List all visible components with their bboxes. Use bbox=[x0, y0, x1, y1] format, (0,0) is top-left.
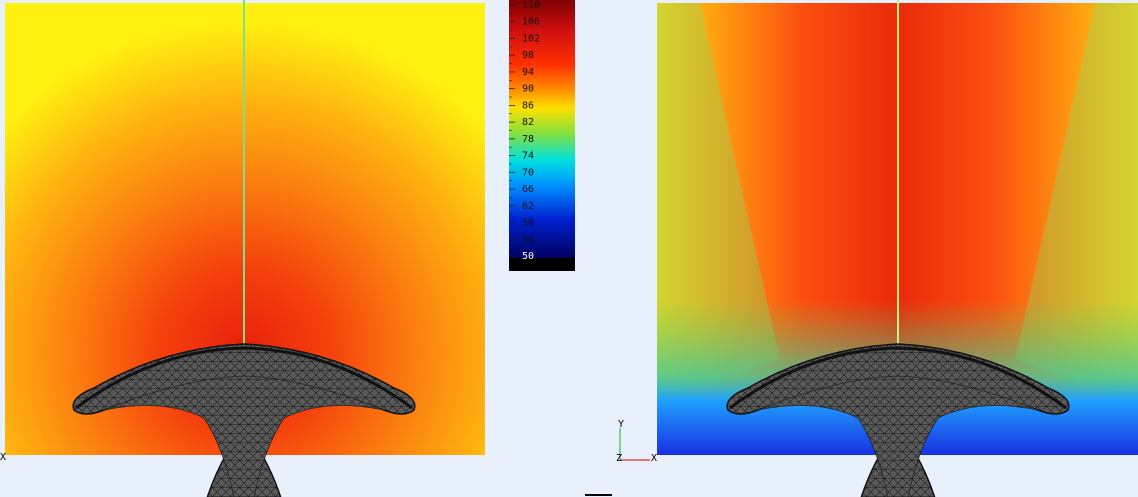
triad-x-label: X bbox=[651, 453, 657, 464]
colorbar-label: 62 bbox=[522, 201, 534, 212]
colorbar-label: 50 bbox=[522, 251, 534, 262]
colorbar-label: 70 bbox=[522, 167, 534, 178]
triad-z-label: Z bbox=[616, 453, 622, 464]
colorbar-label: 86 bbox=[522, 100, 534, 111]
colorbar-label: 74 bbox=[522, 151, 534, 162]
colorbar-label: 58 bbox=[522, 218, 534, 229]
colorbar-label: 82 bbox=[522, 117, 534, 128]
colorbar-label: 106 bbox=[522, 17, 540, 28]
colorbar bbox=[509, 0, 575, 258]
left-axis-label: X bbox=[0, 452, 6, 463]
triad-y-label: Y bbox=[618, 419, 624, 430]
colorbar-label: 90 bbox=[522, 84, 534, 95]
colorbar-label: 94 bbox=[522, 67, 534, 78]
colorbar-floor bbox=[509, 258, 575, 271]
colorbar-labels: 110 106 102 98 94 90 86 82 78 74 70 66 62 58 54 50 bbox=[509, 0, 540, 262]
colorbar-label: 98 bbox=[522, 50, 534, 61]
colorbar-label: 66 bbox=[522, 184, 534, 195]
colorbar-label: 102 bbox=[522, 33, 540, 44]
colorbar-label: 110 bbox=[522, 0, 540, 11]
colorbar-label: 78 bbox=[522, 134, 534, 145]
colorbar-label: 54 bbox=[522, 234, 534, 245]
